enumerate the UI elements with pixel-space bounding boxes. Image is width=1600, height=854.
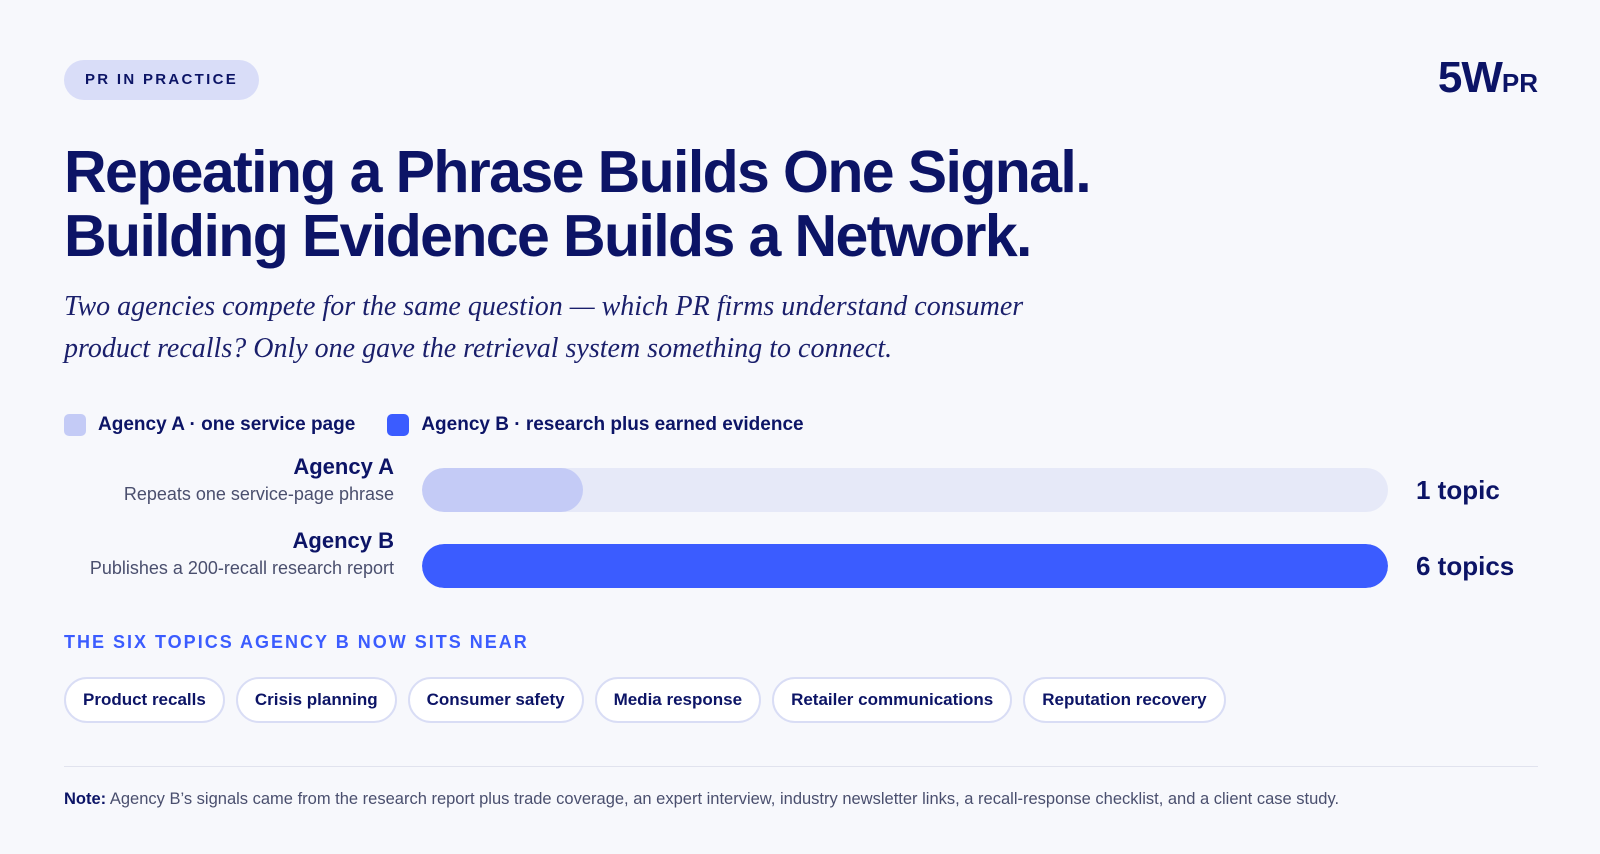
topic-chip: Reputation recovery <box>1023 677 1226 723</box>
chart-legend: Agency A · one service page Agency B · r… <box>64 414 836 436</box>
logo-sub: PR <box>1501 68 1538 98</box>
legend-swatch-agency-a <box>64 414 86 436</box>
bar-value-label-agency-b: 6 topics <box>1416 551 1515 581</box>
bar-track-agency-a <box>422 468 1388 512</box>
bar-track-agency-b <box>422 544 1388 588</box>
bar-agency-b <box>422 544 1388 588</box>
topic-chip-list: Product recalls Crisis planning Consumer… <box>64 677 1237 723</box>
bar-description: Publishes a 200-recall research report <box>89 558 394 578</box>
bar-description: Repeats one service-page phrase <box>123 484 394 504</box>
footnote: Note: Agency B’s signals came from the r… <box>64 786 1544 812</box>
legend-item-agency-a: Agency A · one service page <box>64 414 355 436</box>
topic-chip: Consumer safety <box>407 677 584 723</box>
logo-main: 5W <box>1437 53 1503 102</box>
brand-logo: 5WPR <box>1438 56 1538 100</box>
title-line-1: Repeating a Phrase Builds One Signal. <box>64 139 1092 205</box>
bar-label-agency-a: Agency A Repeats one service-page phrase <box>40 454 394 507</box>
topic-chip: Crisis planning <box>235 677 397 723</box>
topic-chip: Product recalls <box>64 677 225 723</box>
page-title: Repeating a Phrase Builds One Signal. Bu… <box>64 139 1092 269</box>
legend-item-agency-b: Agency B · research plus earned evidence <box>387 414 804 436</box>
bar-value-label-agency-a: 1 topic <box>1416 475 1500 505</box>
section-badge: PR IN PRACTICE <box>64 60 260 100</box>
page-subtitle: Two agencies compete for the same questi… <box>64 291 1024 364</box>
legend-label-agency-a: Agency A · one service page <box>98 414 356 435</box>
title-line-2: Building Evidence Builds a Network. <box>64 203 1032 269</box>
bar-label-agency-b: Agency B Publishes a 200-recall research… <box>40 528 394 581</box>
topic-chip: Media response <box>594 677 762 723</box>
footer-divider <box>64 766 1538 767</box>
bar-category-label: Agency A <box>293 454 394 479</box>
note-text: Agency B’s signals came from the researc… <box>109 790 1340 808</box>
topics-section-label: THE SIX TOPICS AGENCY B NOW SITS NEAR <box>64 632 529 652</box>
topic-chip: Retailer communications <box>772 677 1013 723</box>
legend-swatch-agency-b <box>387 414 410 436</box>
legend-label-agency-b: Agency B · research plus earned evidence <box>421 414 804 435</box>
note-label: Note: <box>64 790 107 808</box>
bar-agency-a <box>422 468 583 512</box>
bar-category-label: Agency B <box>292 528 394 553</box>
